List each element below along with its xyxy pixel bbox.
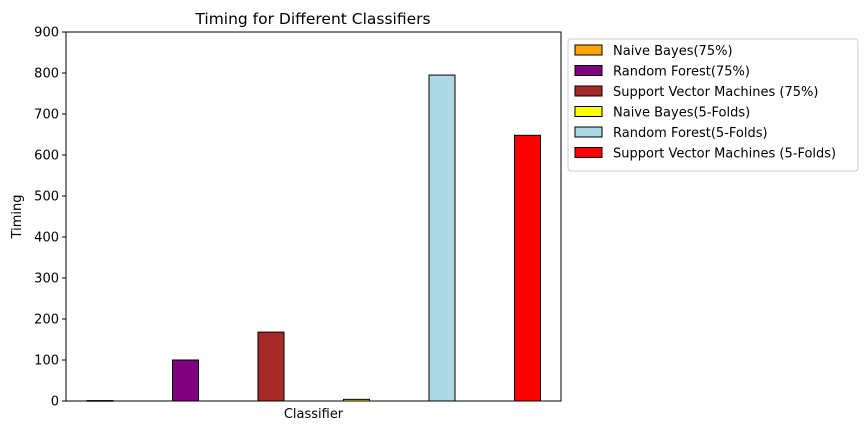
legend-swatch (574, 147, 603, 158)
legend-label: Naive Bayes(5-Folds) (613, 106, 750, 121)
y-tick-label: 200 (34, 313, 59, 328)
y-tick-label: 800 (34, 67, 59, 82)
legend-swatch (574, 44, 603, 56)
legend-swatch (574, 85, 603, 97)
y-tick-label: 0 (51, 395, 59, 410)
bar-random-forest-5-folds (428, 74, 456, 402)
legend-label: Naive Bayes(75%) (613, 44, 733, 59)
legend-frame (567, 38, 859, 172)
y-tick-label: 300 (34, 272, 59, 287)
legend: Naive Bayes(75%) Random Forest(75%) Suppor… (567, 38, 859, 172)
chart-title: Timing for Different Classifiers (194, 10, 430, 28)
bar-support-vector-machines-75 (257, 331, 285, 402)
legend-swatch (574, 106, 603, 117)
y-tick-label: 900 (34, 26, 59, 41)
bar-support-vector-machines-5-folds (514, 134, 541, 402)
x-axis-title: Classifier (284, 407, 344, 422)
y-tick-label: 700 (34, 108, 59, 123)
legend-swatch (574, 65, 603, 76)
bar-random-forest-75 (172, 359, 199, 402)
plot-area-frame (65, 31, 562, 402)
bars-group (86, 74, 541, 402)
y-tick-label: 400 (34, 231, 59, 246)
y-axis: 0 100 200 300 400 500 600 700 800 900 (34, 26, 66, 410)
legend-label: Random Forest(5-Folds) (613, 126, 768, 141)
legend-swatch (574, 126, 603, 138)
legend-label: Random Forest(75%) (613, 65, 750, 80)
y-tick-label: 600 (34, 149, 59, 164)
y-axis-title: Timing (10, 195, 25, 240)
legend-label: Support Vector Machines (75%) (613, 85, 818, 100)
y-tick-label: 100 (34, 354, 59, 369)
y-tick-label: 500 (34, 190, 59, 205)
legend-label: Support Vector Machines (5-Folds) (613, 147, 836, 162)
